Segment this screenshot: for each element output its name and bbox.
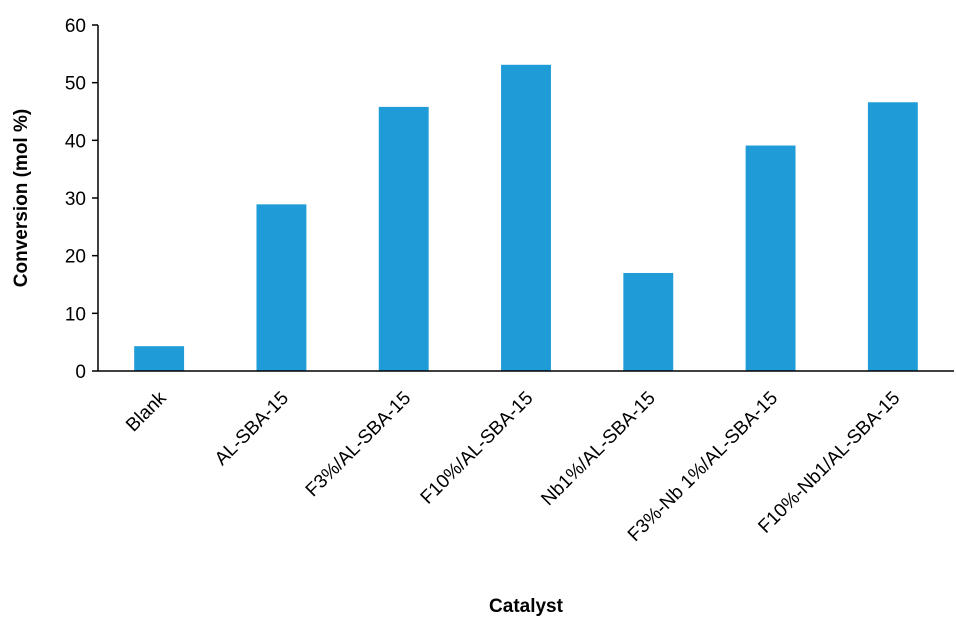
x-tick-labels: Blank AL-SBA-15 F3%/AL-SBA-15 F10%/AL-SBA-1… bbox=[122, 387, 904, 546]
y-axis-title: Conversion (mol %) bbox=[11, 109, 32, 287]
y-tick-label: 50 bbox=[65, 74, 86, 95]
x-tick-label: F10%/AL-SBA-15 bbox=[417, 388, 538, 509]
bar bbox=[134, 346, 185, 371]
x-axis-title: Catalyst bbox=[489, 596, 564, 617]
y-tick-label: 0 bbox=[75, 362, 86, 383]
bar bbox=[623, 272, 674, 371]
bar bbox=[745, 145, 796, 371]
bars-layer bbox=[134, 64, 918, 372]
y-ticks: 0 10 20 30 40 50 60 bbox=[65, 16, 98, 383]
bar bbox=[867, 102, 918, 372]
y-tick-label: 40 bbox=[65, 131, 86, 152]
x-tick-label: F10%-Nb1/AL-SBA-15 bbox=[754, 388, 904, 538]
y-tick-label: 30 bbox=[65, 189, 86, 210]
x-tick-label: AL-SBA-15 bbox=[211, 388, 293, 470]
x-tick-label: Nb1%/AL-SBA-15 bbox=[537, 388, 659, 510]
x-tick-label: F3%/AL-SBA-15 bbox=[302, 388, 415, 501]
bar bbox=[256, 204, 307, 371]
y-tick-label: 60 bbox=[65, 16, 86, 37]
x-tick-label: Blank bbox=[122, 387, 171, 436]
bar bbox=[378, 106, 429, 372]
bar bbox=[501, 64, 551, 371]
y-tick-label: 20 bbox=[65, 247, 86, 268]
y-tick-label: 10 bbox=[65, 304, 86, 325]
